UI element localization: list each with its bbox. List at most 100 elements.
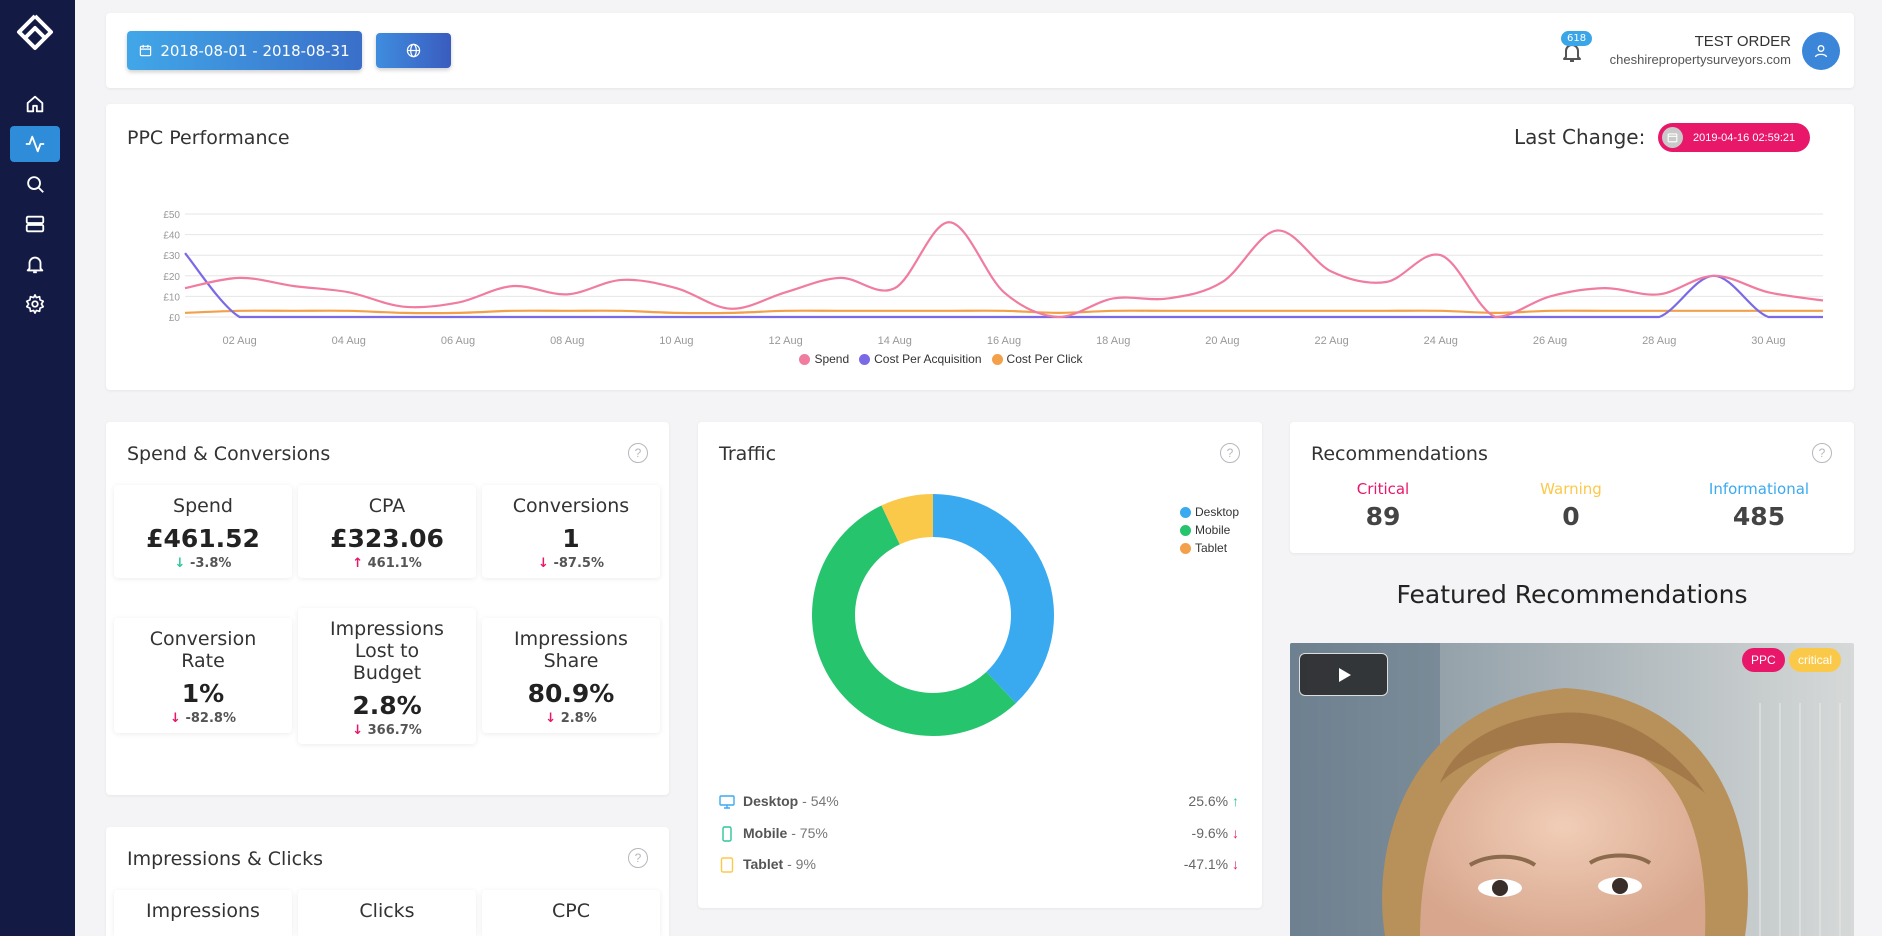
- help-icon[interactable]: ?: [1220, 443, 1240, 463]
- rec-info-value: 485: [1732, 502, 1786, 531]
- tile-change: ↑ 461.1%: [352, 556, 422, 571]
- help-icon[interactable]: ?: [628, 443, 648, 463]
- tile-value: 2.8%: [352, 691, 422, 720]
- rec-critical[interactable]: Critical 89: [1293, 480, 1473, 531]
- rec-informational[interactable]: Informational 485: [1669, 480, 1849, 531]
- x-tick-label: 28 Aug: [1642, 335, 1676, 347]
- tile-label: Conversion Rate: [149, 628, 257, 672]
- tile-change: ↓ -3.8%: [174, 556, 232, 571]
- series-line-cost-per-acquisition: [184, 252, 1823, 319]
- arrow-down-icon: ↓: [170, 711, 181, 726]
- arrow-down-icon: ↓: [1232, 856, 1239, 872]
- tile-change: ↓ -87.5%: [538, 556, 604, 571]
- y-tick-label: £40: [163, 231, 180, 242]
- tile-value: £461.52: [146, 524, 260, 553]
- rec-warning-label: Warning: [1540, 480, 1602, 498]
- stat-tile-impressions: Impressions: [114, 890, 292, 936]
- date-range-button[interactable]: 2018-08-01 - 2018-08-31: [127, 31, 362, 70]
- y-tick-label: £20: [163, 272, 180, 283]
- logo-icon[interactable]: [15, 14, 55, 54]
- traffic-row-name: Tablet - 9%: [743, 856, 816, 872]
- stat-tile-conversions: Conversions 1 ↓ -87.5%: [482, 485, 660, 578]
- tile-label: Impressions Lost to Budget: [330, 618, 444, 684]
- last-change-value: 2019-04-16 02:59:21: [1693, 131, 1796, 144]
- stat-tile-impressions-lost: Impressions Lost to Budget 2.8% ↓ 366.7%: [298, 608, 476, 744]
- ppc-line-chart: £0 £10 £20 £30 £40 £50 02 Aug 04 Aug 06 Aug 08 Au…: [163, 210, 1824, 347]
- rec-warning-value: 0: [1562, 502, 1580, 531]
- legend-label: Cost Per Click: [1006, 352, 1083, 366]
- tile-change: ↓ 2.8%: [545, 711, 597, 726]
- x-tick-label: 04 Aug: [332, 335, 366, 347]
- traffic-row-change: -9.6% ↓: [1191, 825, 1239, 841]
- donut-slice-tablet[interactable]: [881, 494, 933, 545]
- legend-mobile: Mobile: [1180, 521, 1239, 539]
- tag-critical: critical: [1789, 648, 1842, 672]
- mobile-icon: [722, 826, 732, 842]
- search-icon: [27, 176, 44, 193]
- notification-count-badge: 618: [1561, 31, 1593, 46]
- x-tick-label: 10 Aug: [659, 335, 693, 347]
- rec-warning[interactable]: Warning 0: [1481, 480, 1661, 531]
- traffic-row-tablet: Tablet - 9% -47.1% ↓: [719, 854, 1239, 878]
- featured-video[interactable]: PPC critical: [1290, 643, 1854, 936]
- nav-notifications[interactable]: [10, 246, 60, 282]
- globe-icon: [406, 43, 421, 58]
- arrow-down-icon: ↓: [538, 556, 549, 571]
- tile-value: 1: [562, 524, 580, 553]
- x-tick-label: 20 Aug: [1205, 335, 1239, 347]
- legend-dot: [859, 353, 871, 365]
- nav-performance[interactable]: [10, 126, 60, 162]
- x-tick-label: 02 Aug: [222, 335, 256, 347]
- tile-change: ↓ 366.7%: [352, 723, 422, 738]
- chart-legend: Spend Cost Per Acquisition Cost Per Click: [0, 352, 1882, 366]
- legend-dot: [799, 353, 811, 365]
- tile-label: Clicks: [359, 900, 415, 922]
- x-tick-label: 12 Aug: [768, 335, 802, 347]
- recommendations-title: Recommendations: [1311, 443, 1488, 465]
- y-tick-label: £50: [163, 210, 180, 221]
- traffic-row-mobile: Mobile - 75% -9.6% ↓: [719, 823, 1239, 847]
- nav-search[interactable]: [10, 166, 60, 202]
- play-icon: [1338, 667, 1351, 682]
- x-tick-label: 06 Aug: [441, 335, 475, 347]
- avatar[interactable]: [1802, 32, 1840, 70]
- x-tick-label: 16 Aug: [987, 335, 1021, 347]
- legend-item[interactable]: Spend: [799, 352, 849, 366]
- donut-slice-mobile[interactable]: [811, 505, 1016, 736]
- server-icon: [25, 215, 45, 233]
- last-change-badge[interactable]: 2019-04-16 02:59:21: [1658, 123, 1810, 152]
- stat-tile-impressions-share: Impressions Share 80.9% ↓ 2.8%: [482, 618, 660, 733]
- last-change-label: Last Change:: [1514, 125, 1646, 149]
- help-icon[interactable]: ?: [1812, 443, 1832, 463]
- nav-home[interactable]: [10, 86, 60, 122]
- traffic-row-change: 25.6% ↑: [1188, 793, 1239, 809]
- legend-label: Spend: [814, 352, 850, 366]
- nav-server[interactable]: [10, 206, 60, 242]
- legend-label: Cost Per Acquisition: [874, 352, 982, 366]
- nav-settings[interactable]: [10, 286, 60, 322]
- x-tick-label: 26 Aug: [1533, 335, 1567, 347]
- legend-item[interactable]: Cost Per Acquisition: [859, 352, 982, 366]
- tile-label: Impressions: [146, 900, 260, 922]
- video-thumbnail: [1290, 643, 1854, 936]
- y-tick-label: £30: [163, 251, 180, 262]
- tag-ppc: PPC: [1742, 648, 1785, 672]
- stat-tile-spend: Spend £461.52 ↓ -3.8%: [114, 485, 292, 578]
- top-bar: [106, 13, 1854, 88]
- traffic-row-name: Desktop - 54%: [743, 793, 839, 809]
- traffic-row-change: -47.1% ↓: [1183, 856, 1239, 872]
- spend-conversions-title: Spend & Conversions: [127, 443, 331, 465]
- legend-tablet: Tablet: [1180, 539, 1239, 557]
- donut-slice-desktop[interactable]: [933, 494, 1054, 704]
- help-icon[interactable]: ?: [628, 848, 648, 868]
- legend-item[interactable]: Cost Per Click: [991, 352, 1083, 366]
- tile-label: Conversions: [512, 495, 630, 517]
- tile-change: ↓ -82.8%: [170, 711, 236, 726]
- traffic-row-name: Mobile - 75%: [743, 825, 828, 841]
- play-button[interactable]: [1299, 653, 1388, 696]
- user-site: cheshirepropertysurveyors.com: [1609, 52, 1791, 67]
- impressions-clicks-title: Impressions & Clicks: [127, 848, 323, 870]
- traffic-card: [698, 422, 1262, 908]
- globe-button[interactable]: [376, 33, 451, 68]
- x-tick-label: 24 Aug: [1424, 335, 1458, 347]
